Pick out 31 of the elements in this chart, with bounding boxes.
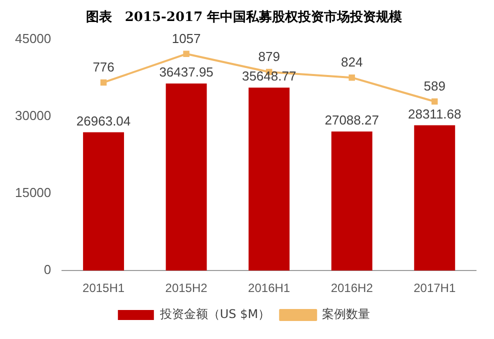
x-tick-label: 2015H2 bbox=[165, 281, 208, 296]
point bbox=[431, 98, 438, 105]
x-tick-label: 2015H1 bbox=[82, 281, 125, 296]
bar bbox=[331, 132, 372, 271]
x-tick-label: 2016H1 bbox=[248, 281, 290, 296]
legend-label: 案例数量 bbox=[322, 307, 370, 322]
legend-label: 投资金额（US $M） bbox=[158, 307, 270, 322]
x-tick-label: 2016H2 bbox=[330, 281, 374, 296]
data-label: 26963.04 bbox=[76, 113, 131, 128]
y-tick-label: 30000 bbox=[14, 108, 52, 124]
data-label: 27088.27 bbox=[324, 112, 379, 128]
data-label: 36437.95 bbox=[159, 64, 214, 80]
bar bbox=[83, 132, 124, 271]
x-tick-label: 2017H1 bbox=[414, 281, 456, 296]
chart-title: 图表 2015-2017 年中国私募股权投资市场投资规模 bbox=[86, 9, 402, 26]
data-label: 824 bbox=[340, 54, 363, 70]
bar bbox=[414, 125, 456, 271]
data-label: 1057 bbox=[172, 30, 201, 46]
point bbox=[183, 50, 190, 58]
point bbox=[100, 79, 107, 86]
data-label: 879 bbox=[258, 49, 280, 64]
data-label: 776 bbox=[92, 60, 114, 75]
bar bbox=[166, 84, 207, 271]
y-tick-label: 15000 bbox=[14, 185, 52, 200]
data-label: 28311.68 bbox=[408, 106, 462, 122]
y-tick-label: 45000 bbox=[14, 31, 52, 46]
point bbox=[348, 74, 355, 81]
bar bbox=[248, 88, 290, 271]
data-label: 35648.77 bbox=[242, 68, 296, 84]
data-label: 589 bbox=[424, 78, 446, 94]
y-tick-label: 0 bbox=[44, 262, 52, 278]
